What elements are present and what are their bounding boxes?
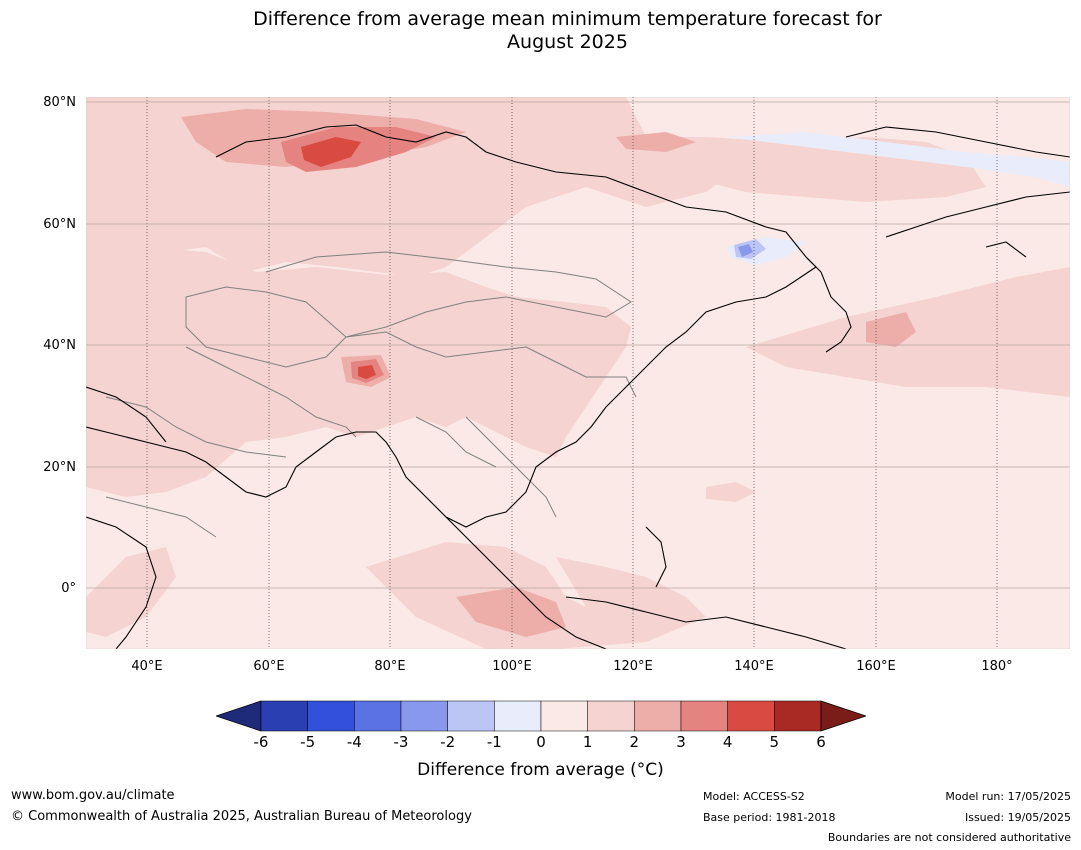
anomaly-field-4-5 [301,137,376,379]
country-boundaries [105,251,637,538]
colorbar-segment [447,700,495,732]
colorbar-segment [354,700,402,732]
footer-website: www.bom.gov.au/climate [11,788,175,803]
footer-disclaimer: Boundaries are not considered authoritat… [827,831,1071,844]
colorbar-svg [214,700,868,732]
colorbar-tick-label: 6 [816,733,826,751]
lon-tick-160e: 160°E [856,659,896,674]
colorbar-tick-label: 2 [629,733,640,751]
anomaly-field-neg [726,132,1070,265]
colorbar-tick-label: -2 [440,733,456,751]
colorbar-tick-label: 5 [769,733,780,751]
colorbar-segment [634,700,682,732]
lat-tick-0: 0° [61,581,76,596]
lat-tick-60n: 60°N [43,217,76,232]
map-panel [86,97,1070,649]
lon-tick-100e: 100°E [492,659,532,674]
colorbar-segment [400,700,448,732]
footer-model-run: Model run: 17/05/2025 [945,790,1071,803]
lon-tick-80e: 80°E [374,659,406,674]
colorbar-segment [540,700,588,732]
colorbar-tick-label: -5 [300,733,316,751]
lon-tick-40e: 40°E [131,659,163,674]
colorbar-tick-label: 0 [536,733,546,751]
colorbar-tick-label: -6 [253,733,269,751]
colorbar-tick-label: -1 [486,733,502,751]
colorbar-segment [587,700,635,732]
meridian-gridlines [146,97,998,649]
colorbar-segment [307,700,355,732]
colorbar [214,700,868,732]
parallel-gridlines [86,101,1070,589]
forecast-map [86,97,1070,649]
title-line-2: August 2025 [507,31,628,53]
lat-tick-80n: 80°N [43,95,76,110]
colorbar-segment [260,700,308,732]
title-line-1: Difference from average mean minimum tem… [253,8,882,30]
footer-issued: Issued: 19/05/2025 [964,811,1071,824]
colorbar-tick-label: 4 [722,733,733,751]
lon-tick-120e: 120°E [613,659,653,674]
lat-tick-40n: 40°N [43,338,76,353]
colorbar-tick-label: -4 [346,733,362,751]
colorbar-segment [727,700,775,732]
coastlines [86,124,1070,649]
lon-tick-60e: 60°E [253,659,285,674]
colorbar-label: Difference from average (°C) [417,760,664,780]
footer-model: Model: ACCESS-S2 [703,790,805,803]
lon-tick-180: 180° [981,659,1013,674]
colorbar-tick-label: -3 [393,733,409,751]
colorbar-segment [680,700,728,732]
lat-tick-20n: 20°N [43,460,76,475]
colorbar-extend-max [820,700,868,732]
colorbar-extend-min [214,700,262,732]
chart-title: Difference from average mean minimum tem… [0,8,1081,54]
colorbar-tick-label: 3 [676,733,686,751]
lon-tick-140e: 140°E [734,659,774,674]
footer-copyright: © Commonwealth of Australia 2025, Austra… [11,809,472,824]
footer-base-period: Base period: 1981-2018 [703,811,836,824]
colorbar-segment [774,700,822,732]
colorbar-segment [494,700,542,732]
colorbar-tick-label: 1 [582,733,593,751]
